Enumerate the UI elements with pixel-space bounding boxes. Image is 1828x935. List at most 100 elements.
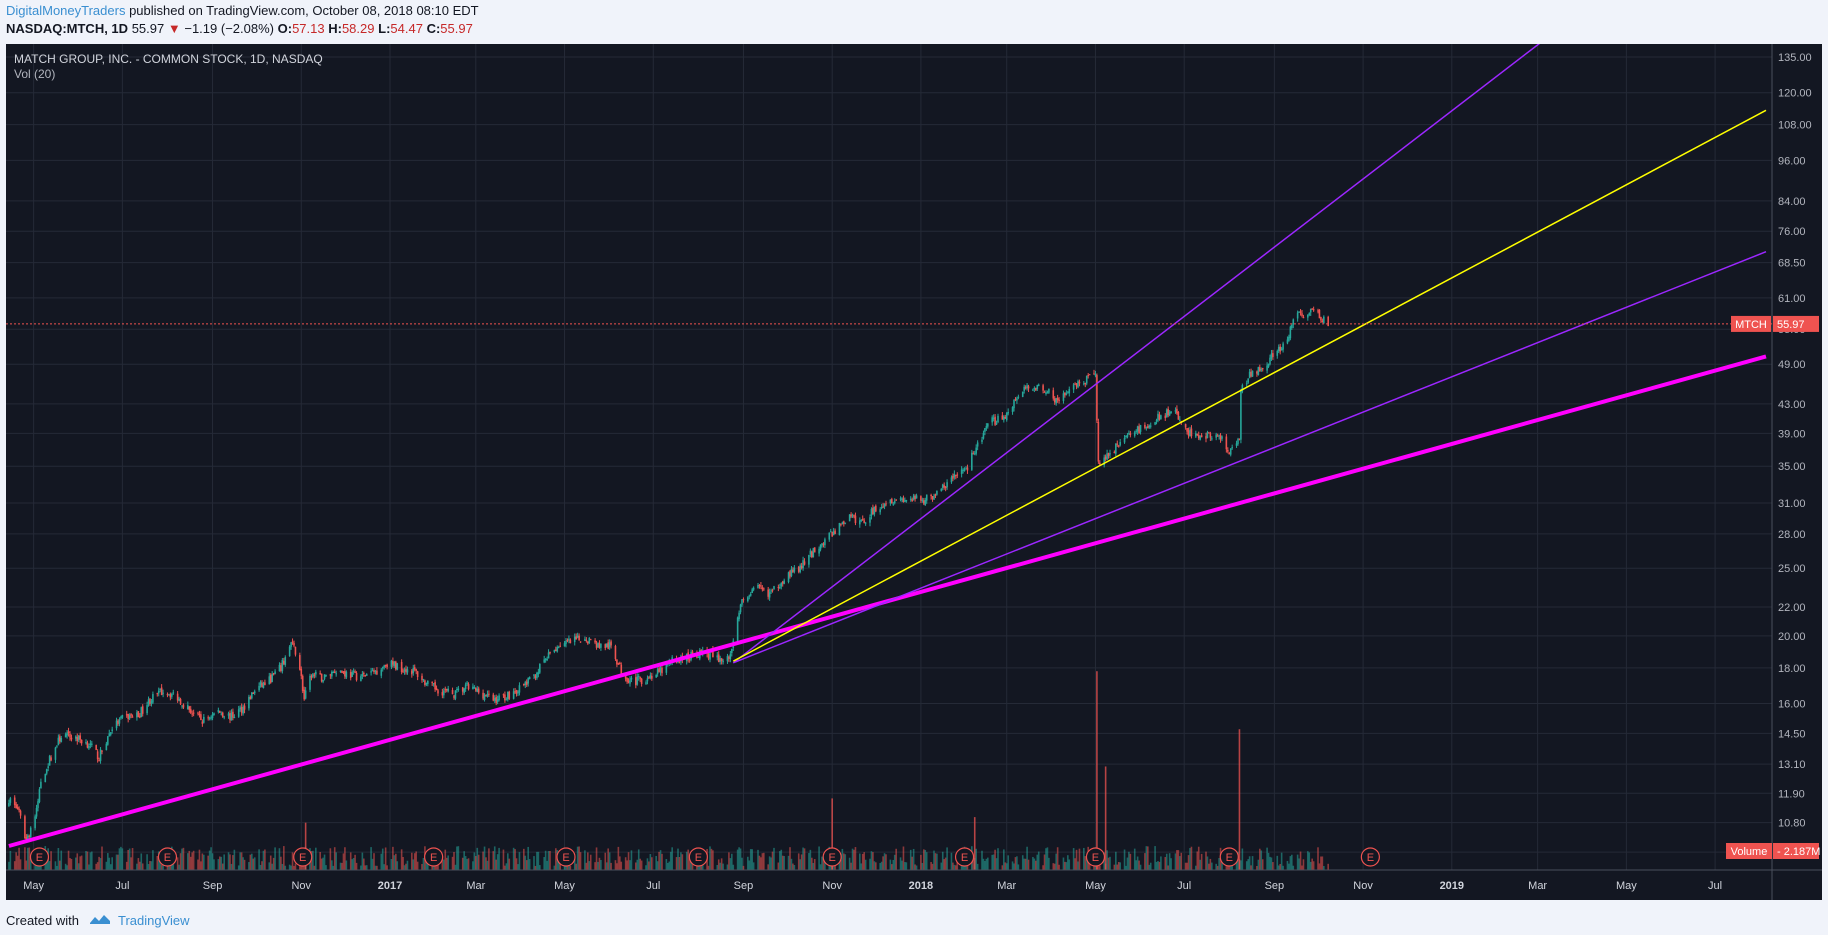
volume-bar bbox=[818, 846, 820, 870]
earnings-marker[interactable] bbox=[1360, 847, 1380, 867]
volume-bar bbox=[851, 848, 854, 870]
earnings-marker[interactable] bbox=[822, 847, 842, 867]
candle-body bbox=[383, 665, 385, 668]
volume-bar bbox=[1187, 855, 1190, 870]
candle-body bbox=[822, 543, 825, 545]
earnings-marker[interactable] bbox=[688, 847, 708, 867]
author-link[interactable]: DigitalMoneyTraders bbox=[6, 3, 126, 18]
earnings-marker-label: E bbox=[695, 852, 702, 864]
volume-bar bbox=[946, 847, 948, 870]
volume-bar bbox=[722, 863, 724, 870]
volume-bar bbox=[646, 858, 649, 870]
volume-bar bbox=[396, 861, 399, 870]
volume-bar bbox=[88, 864, 90, 870]
volume-bar bbox=[248, 862, 250, 870]
volume-bar bbox=[953, 864, 956, 870]
candle-body bbox=[605, 643, 608, 648]
candle-body bbox=[963, 469, 966, 471]
volume-bar bbox=[514, 849, 516, 870]
volume-bar bbox=[697, 865, 700, 870]
volume-bar bbox=[655, 855, 657, 870]
volume-bar bbox=[67, 850, 70, 870]
volume-bar bbox=[178, 864, 180, 870]
volume-bar bbox=[656, 861, 659, 870]
volume-bar bbox=[600, 859, 602, 870]
candle-body bbox=[361, 673, 364, 677]
candle-body bbox=[352, 671, 355, 673]
volume-bar bbox=[502, 849, 505, 870]
volume-bar bbox=[422, 857, 425, 870]
price-tick-label: 96.00 bbox=[1778, 155, 1806, 167]
volume-bar bbox=[258, 849, 260, 870]
candle-body bbox=[169, 694, 172, 698]
candle-body bbox=[1065, 393, 1068, 395]
candle-body bbox=[325, 674, 327, 676]
volume-bar bbox=[1164, 857, 1167, 870]
candle-body bbox=[1053, 398, 1056, 403]
volume-bar bbox=[681, 854, 684, 870]
candle-body bbox=[879, 509, 881, 513]
volume-bar bbox=[1023, 858, 1025, 870]
volume-bar bbox=[585, 862, 588, 870]
volume-bar bbox=[505, 863, 508, 870]
candle-body bbox=[149, 698, 151, 704]
candle-body bbox=[809, 550, 812, 555]
volume-bar bbox=[1109, 856, 1111, 870]
candle-body bbox=[966, 467, 969, 471]
volume-bar bbox=[751, 849, 753, 870]
candle-body bbox=[995, 423, 998, 425]
volume-bar bbox=[880, 861, 883, 870]
close-value: 55.97 bbox=[440, 21, 473, 36]
candle-body bbox=[1048, 388, 1050, 393]
earnings-marker[interactable] bbox=[1085, 847, 1106, 867]
volume-spike-bar bbox=[1096, 671, 1098, 870]
volume-bar bbox=[982, 858, 985, 870]
candle-body bbox=[950, 477, 953, 483]
earnings-marker[interactable] bbox=[293, 847, 313, 867]
candle-body bbox=[127, 714, 129, 720]
volume-bar bbox=[259, 864, 262, 870]
earnings-marker[interactable] bbox=[29, 847, 50, 867]
candle-body bbox=[568, 638, 570, 640]
volume-bar bbox=[200, 861, 202, 870]
candle-body bbox=[101, 750, 103, 752]
volume-bar bbox=[355, 862, 358, 870]
candle-body bbox=[37, 801, 39, 808]
earnings-marker[interactable] bbox=[1219, 847, 1239, 867]
candle-body bbox=[441, 692, 444, 696]
candle-body bbox=[303, 689, 305, 700]
volume-bar bbox=[272, 857, 275, 870]
candle-body bbox=[1154, 422, 1156, 425]
time-tick-label: Sep bbox=[203, 880, 223, 892]
earnings-marker[interactable] bbox=[157, 847, 178, 867]
price-axis[interactable] bbox=[1772, 44, 1822, 900]
earnings-marker[interactable] bbox=[424, 847, 444, 867]
tradingview-cloud-icon[interactable] bbox=[86, 910, 114, 928]
earnings-marker[interactable] bbox=[954, 847, 975, 867]
volume-bar bbox=[891, 864, 893, 870]
candle-body bbox=[1036, 384, 1039, 390]
tradingview-link[interactable]: TradingView bbox=[118, 913, 190, 928]
candle-body bbox=[742, 599, 745, 601]
candle-body bbox=[923, 500, 925, 504]
candle-body bbox=[1085, 375, 1088, 384]
price-chart[interactable]: E E E E E E E E E E E 135.00 120.00 108.00 96.00 84.00… bbox=[6, 0, 1822, 900]
volume-bar bbox=[790, 858, 793, 870]
candle-body bbox=[496, 699, 499, 702]
candle-body bbox=[930, 494, 932, 497]
chart-panel[interactable]: E E E E E E E E E E E 135.00 120.00 108.00 96.00 84.00… bbox=[6, 0, 1822, 900]
candle-body bbox=[482, 692, 484, 699]
volume-bar bbox=[188, 850, 191, 870]
candle-body bbox=[1317, 310, 1319, 312]
volume-bar bbox=[844, 854, 847, 870]
volume-bar bbox=[360, 865, 362, 870]
trend-lines[interactable] bbox=[8, 0, 1767, 848]
created-with-text: Created with bbox=[6, 913, 79, 928]
earnings-marker[interactable] bbox=[556, 847, 576, 867]
candle-body bbox=[771, 589, 774, 591]
volume-bar bbox=[504, 865, 506, 870]
candle-body bbox=[594, 640, 596, 643]
volume-bar bbox=[544, 850, 547, 870]
earnings-marker-label: E bbox=[299, 852, 306, 864]
